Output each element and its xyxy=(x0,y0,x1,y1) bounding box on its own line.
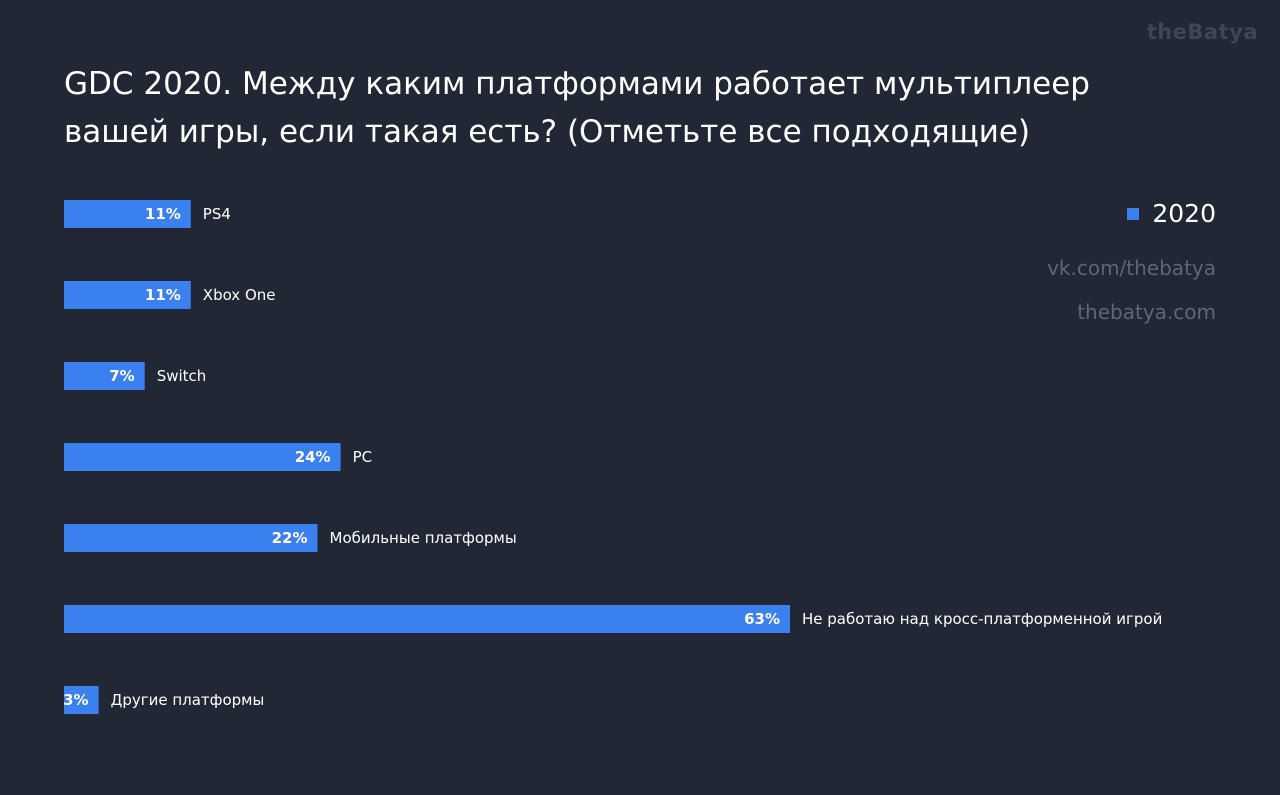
bar xyxy=(64,281,191,309)
bar xyxy=(64,686,99,714)
bar-value-label: 7% xyxy=(109,367,134,385)
category-label: PS4 xyxy=(203,205,231,223)
bar xyxy=(64,200,191,228)
category-label: Мобильные платформы xyxy=(330,529,517,547)
bar-value-label: 22% xyxy=(272,529,308,547)
legend-label: 2020 xyxy=(1152,199,1216,228)
bar xyxy=(64,443,341,471)
bar-value-label: 24% xyxy=(295,448,331,466)
brand-watermark: theBatya xyxy=(1146,20,1258,44)
bar-value-label: 3% xyxy=(63,691,88,709)
chart-title: GDC 2020. Между каким платформами работа… xyxy=(64,66,1090,150)
category-label: Не работаю над кросс-платформенной игрой xyxy=(802,610,1162,628)
category-label: Другие платформы xyxy=(111,691,265,709)
category-label: Xbox One xyxy=(203,286,276,304)
vk-link-text: vk.com/thebatya xyxy=(1047,256,1216,280)
category-label: PC xyxy=(353,448,373,466)
website-link-text: thebatya.com xyxy=(1077,300,1216,324)
bar xyxy=(64,605,790,633)
legend: 2020 xyxy=(1127,199,1216,228)
bar xyxy=(64,362,145,390)
bar-value-label: 11% xyxy=(145,286,181,304)
bar-value-label: 11% xyxy=(145,205,181,223)
legend-swatch xyxy=(1127,207,1140,220)
category-label: Switch xyxy=(157,367,207,385)
bar-value-label: 63% xyxy=(744,610,780,628)
bar xyxy=(64,524,318,552)
